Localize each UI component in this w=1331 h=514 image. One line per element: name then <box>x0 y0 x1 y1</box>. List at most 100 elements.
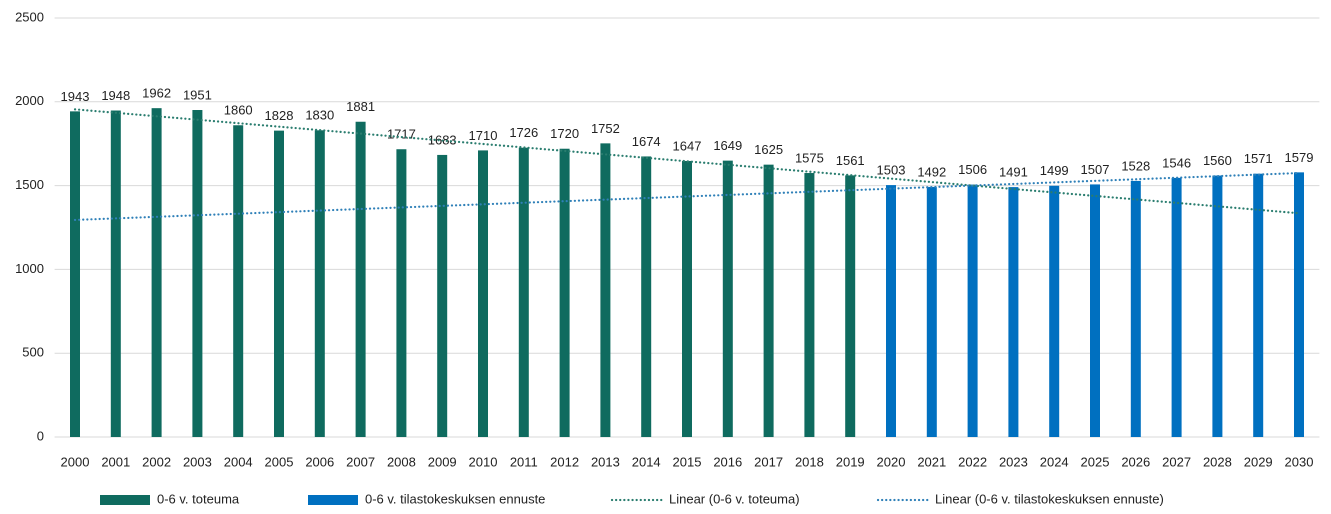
x-tick-label: 2017 <box>754 454 783 469</box>
data-label: 1579 <box>1285 150 1314 165</box>
bar <box>1090 184 1100 437</box>
data-label: 1528 <box>1121 158 1150 173</box>
data-label: 1720 <box>550 126 579 141</box>
data-label: 1649 <box>713 138 742 153</box>
bar <box>1130 180 1141 437</box>
x-tick-label: 2030 <box>1285 454 1314 469</box>
x-tick-label: 2019 <box>836 454 865 469</box>
data-label: 1506 <box>958 162 987 177</box>
bar <box>926 186 937 437</box>
legend-label: 0-6 v. tilastokeskuksen ennuste <box>365 491 545 506</box>
x-tick-label: 2004 <box>224 454 253 469</box>
data-label: 1499 <box>1040 163 1069 178</box>
y-tick-label: 2000 <box>15 93 44 108</box>
bar <box>233 125 244 437</box>
data-label: 1561 <box>836 153 865 168</box>
legend-swatch <box>100 495 150 505</box>
y-tick-label: 0 <box>37 428 44 443</box>
data-label: 1881 <box>346 99 375 114</box>
legend-swatch <box>308 495 358 505</box>
bar <box>314 130 325 438</box>
data-label: 1560 <box>1203 153 1232 168</box>
legend-label: Linear (0-6 v. tilastokeskuksen ennuste) <box>935 491 1164 506</box>
y-tick-label: 1000 <box>15 261 44 276</box>
bar <box>722 160 733 437</box>
bar <box>559 148 570 437</box>
y-tick-label: 2500 <box>15 9 44 24</box>
x-tick-label: 2028 <box>1203 454 1232 469</box>
x-tick-label: 2002 <box>142 454 171 469</box>
data-label: 1710 <box>469 128 498 143</box>
bar <box>886 185 896 437</box>
bar <box>763 164 774 437</box>
bar <box>151 108 162 438</box>
bar <box>1294 172 1304 437</box>
x-tick-label: 2026 <box>1121 454 1150 469</box>
y-tick-label: 1500 <box>15 177 44 192</box>
data-label: 1575 <box>795 150 824 165</box>
data-label: 1951 <box>183 87 212 102</box>
bar <box>1171 177 1182 438</box>
data-label: 1752 <box>591 121 620 136</box>
x-tick-label: 2003 <box>183 454 212 469</box>
data-label: 1717 <box>387 127 416 142</box>
data-label: 1546 <box>1162 155 1191 170</box>
bar <box>478 150 488 438</box>
x-tick-label: 2006 <box>305 454 334 469</box>
x-tick-label: 2000 <box>61 454 90 469</box>
x-tick-label: 2021 <box>917 454 946 469</box>
data-label: 1828 <box>265 108 294 123</box>
data-label: 1962 <box>142 86 171 101</box>
x-tick-label: 2014 <box>632 454 661 469</box>
x-tick-label: 2025 <box>1081 454 1110 469</box>
x-tick-label: 2018 <box>795 454 824 469</box>
data-label: 1503 <box>877 163 906 178</box>
x-tick-label: 2024 <box>1040 454 1069 469</box>
bar <box>70 111 80 437</box>
bar <box>682 160 692 437</box>
bar <box>192 110 203 438</box>
bar <box>396 149 407 437</box>
bar <box>437 154 448 437</box>
legend-label: Linear (0-6 v. toteuma) <box>669 491 800 506</box>
bar <box>641 156 652 437</box>
x-tick-label: 2020 <box>877 454 906 469</box>
x-tick-label: 2001 <box>101 454 130 469</box>
bar <box>600 143 611 437</box>
bar <box>110 110 121 437</box>
data-label: 1860 <box>224 103 253 118</box>
x-tick-label: 2012 <box>550 454 579 469</box>
x-tick-label: 2013 <box>591 454 620 469</box>
bar <box>804 173 815 437</box>
data-label: 1507 <box>1081 162 1110 177</box>
bar <box>1049 185 1060 437</box>
data-label: 1625 <box>754 142 783 157</box>
bar <box>1008 187 1019 437</box>
x-tick-label: 2011 <box>510 454 538 469</box>
trend-line <box>73 108 1301 215</box>
x-tick-label: 2005 <box>265 454 294 469</box>
data-label: 1726 <box>509 125 538 140</box>
bar <box>518 147 529 437</box>
legend-label: 0-6 v. toteuma <box>157 491 240 506</box>
data-label: 1943 <box>61 89 90 104</box>
bar <box>1253 173 1264 438</box>
bar <box>1212 175 1223 437</box>
bar <box>274 130 284 437</box>
x-tick-label: 2009 <box>428 454 457 469</box>
x-tick-label: 2008 <box>387 454 416 469</box>
x-tick-label: 2029 <box>1244 454 1273 469</box>
data-label: 1948 <box>101 88 130 103</box>
x-tick-label: 2007 <box>346 454 375 469</box>
data-label: 1674 <box>632 134 661 149</box>
x-tick-label: 2015 <box>673 454 702 469</box>
data-label: 1571 <box>1244 151 1273 166</box>
x-tick-label: 2023 <box>999 454 1028 469</box>
x-tick-label: 2022 <box>958 454 987 469</box>
x-tick-label: 2010 <box>469 454 498 469</box>
data-label: 1830 <box>305 108 334 123</box>
x-tick-label: 2016 <box>713 454 742 469</box>
data-label: 1647 <box>673 138 702 153</box>
